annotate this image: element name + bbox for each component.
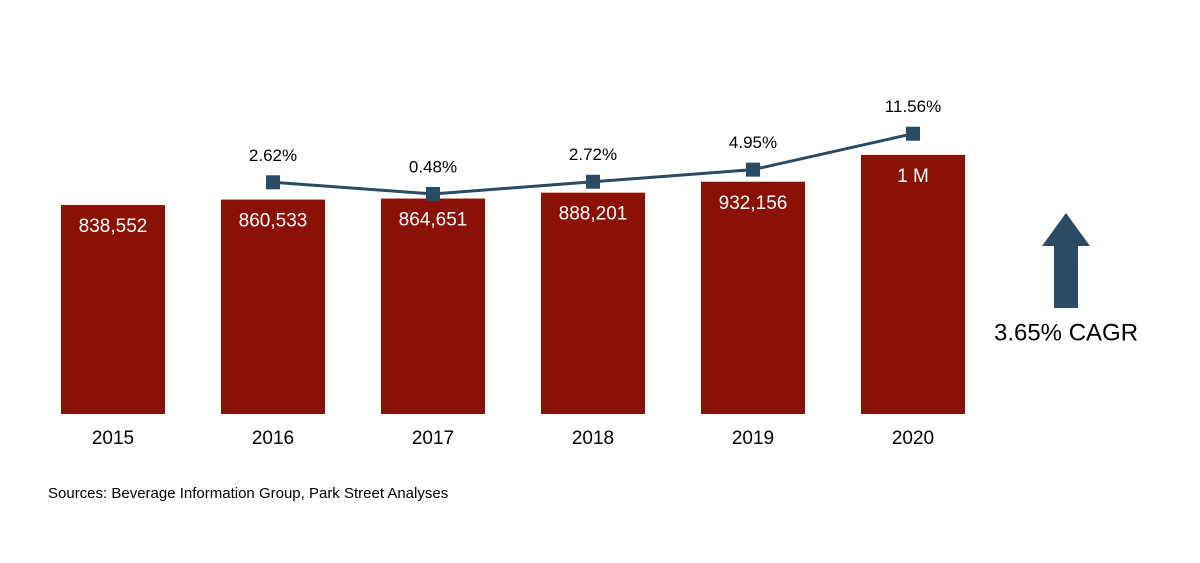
bar [61,205,165,414]
bar-value-label: 860,533 [239,211,308,232]
bar-value-label: 932,156 [719,193,788,214]
bar-value-label: 864,651 [399,210,468,231]
bar-value-label: 1 M [897,166,929,187]
line-marker [586,174,600,189]
source-note: Sources: Beverage Information Group, Par… [48,485,448,502]
bar [221,199,325,414]
bar-value-label: 888,201 [559,204,628,225]
bar [861,154,965,414]
bar [541,192,645,414]
cagr-annotation: 3.65% CAGR [994,319,1138,346]
x-tick-label: 2015 [92,428,134,449]
bar [381,198,485,414]
x-tick-label: 2020 [892,428,934,449]
x-tick-label: 2018 [572,428,614,449]
bar-value-label: 838,552 [79,216,148,237]
line-value-label: 11.56% [885,97,941,116]
line-value-label: 2.62% [249,146,297,165]
line-value-label: 2.72% [569,145,617,164]
line-value-label: 4.95% [729,133,777,152]
line-marker [746,162,760,177]
line-marker [426,186,440,201]
cagr-arrow [1042,213,1090,308]
line-value-label: 0.48% [409,157,457,176]
line-marker [266,175,280,190]
bar [701,181,805,414]
x-tick-label: 2017 [412,428,454,449]
line-marker [906,126,920,141]
x-tick-label: 2019 [732,428,774,449]
x-tick-label: 2016 [252,428,294,449]
